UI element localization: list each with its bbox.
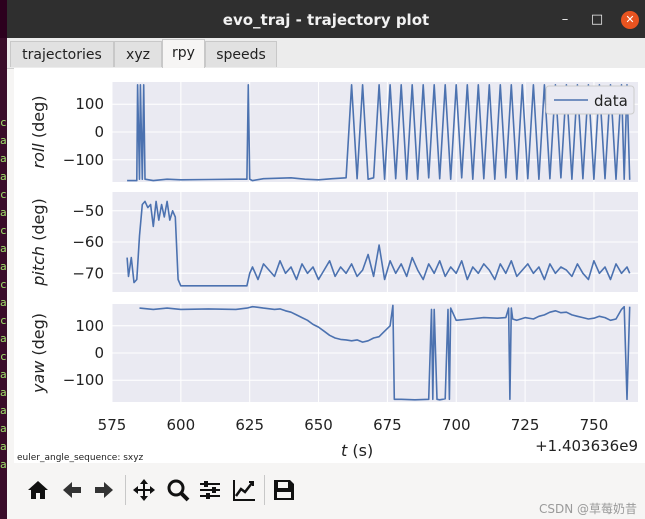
close-button[interactable]: ✕ (621, 11, 639, 29)
terminal-glyph: a (0, 260, 7, 273)
title-bar: evo_traj - trajectory plot – □ ✕ (7, 0, 645, 38)
x-tick-label: 750 (580, 416, 609, 434)
terminal-glyph: a (0, 152, 7, 165)
legend-label: data (594, 92, 628, 110)
terminal-glyph: a (0, 404, 7, 417)
terminal-glyph: c (0, 188, 7, 201)
terminal-glyph: a (0, 296, 7, 309)
toolbar-separator (264, 475, 265, 505)
terminal-glyph: a (0, 170, 7, 183)
y-tick-label: −100 (63, 151, 104, 169)
terminal-glyph: a (0, 440, 7, 453)
x-tick-label: 675 (373, 416, 402, 434)
watermark: CSDN @草莓奶昔 (538, 502, 637, 516)
euler-sequence-label: euler_angle_sequence: sxyz (17, 453, 144, 463)
y-axis-label: pitch (deg) (29, 198, 48, 287)
plot-window: evo_traj - trajectory plot – □ ✕ traject… (7, 0, 645, 519)
x-tick-label: 600 (167, 416, 196, 434)
y-axis-label: roll (deg) (29, 96, 48, 169)
legend-box (545, 85, 635, 115)
terminal-glyph: c (0, 278, 7, 291)
plot-canvas[interactable]: 100 0 −100 roll (deg) data −50 −60 −70 pitch (de… (14, 68, 645, 463)
zoom-icon[interactable] (165, 477, 191, 503)
y-tick-label: −70 (72, 264, 104, 282)
y-tick-label: −60 (72, 233, 104, 251)
x-offset-label: +1.403636e9 (535, 437, 638, 455)
y-tick-label: 100 (75, 317, 104, 335)
tab-bar: trajectories xyz rpy speeds (7, 38, 645, 69)
rpy-figure[interactable]: 100 0 −100 roll (deg) data −50 −60 −70 pitch (de… (14, 68, 645, 463)
terminal-glyph: c (0, 350, 7, 363)
x-tick-label: 725 (511, 416, 540, 434)
y-tick-label: 100 (75, 95, 104, 113)
tab-xyz[interactable]: xyz (114, 41, 162, 67)
terminal-glyph: a (0, 206, 7, 219)
configure-subplots-icon[interactable] (197, 477, 223, 503)
y-axis-label: yaw (deg) (29, 313, 48, 394)
data-series-line (126, 200, 631, 287)
forward-icon[interactable] (91, 477, 117, 503)
x-tick-label: 625 (235, 416, 264, 434)
terminal-glyph: a (0, 368, 7, 381)
y-tick-label: −50 (72, 202, 104, 220)
x-tick-label: 650 (304, 416, 333, 434)
terminal-glyph: a (0, 458, 7, 471)
terminal-glyph: c (0, 116, 7, 129)
terminal-glyph: a (0, 242, 7, 255)
terminal-glyph: c (0, 224, 7, 237)
tab-rpy[interactable]: rpy (162, 39, 205, 68)
y-tick-label: 0 (94, 123, 104, 141)
toolbar-separator (125, 475, 126, 505)
home-icon[interactable] (25, 477, 51, 503)
maximize-button[interactable]: □ (590, 12, 604, 27)
terminal-glyph: c (0, 314, 7, 327)
pan-icon[interactable] (131, 477, 157, 503)
back-icon[interactable] (59, 477, 85, 503)
data-series-line (127, 83, 631, 182)
y-tick-label: 0 (94, 344, 104, 362)
x-tick-label: 575 (98, 416, 127, 434)
terminal-glyph: a (0, 386, 7, 399)
tab-speeds[interactable]: speeds (205, 41, 277, 67)
terminal-glyph: a (0, 422, 7, 435)
edit-axis-icon[interactable] (231, 477, 257, 503)
data-series-line (139, 304, 631, 401)
navigation-toolbar (7, 463, 645, 519)
save-icon[interactable] (271, 477, 297, 503)
minimize-button[interactable]: – (561, 12, 569, 27)
terminal-glyph: a (0, 134, 7, 147)
x-axis-label: t (s) (341, 441, 373, 460)
window-title: evo_traj - trajectory plot (222, 11, 430, 29)
terminal-glyph: a (0, 332, 7, 345)
y-tick-label: −100 (63, 371, 104, 389)
tab-trajectories[interactable]: trajectories (10, 41, 114, 67)
x-tick-label: 700 (442, 416, 471, 434)
